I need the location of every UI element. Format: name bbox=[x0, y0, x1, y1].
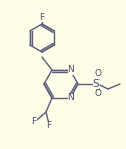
Text: S: S bbox=[93, 79, 99, 89]
Text: F: F bbox=[32, 118, 37, 127]
Text: O: O bbox=[94, 90, 102, 98]
Text: O: O bbox=[94, 69, 102, 79]
Text: F: F bbox=[39, 13, 45, 21]
Text: N: N bbox=[68, 66, 74, 74]
Text: N: N bbox=[68, 94, 74, 103]
Text: F: F bbox=[46, 121, 52, 131]
